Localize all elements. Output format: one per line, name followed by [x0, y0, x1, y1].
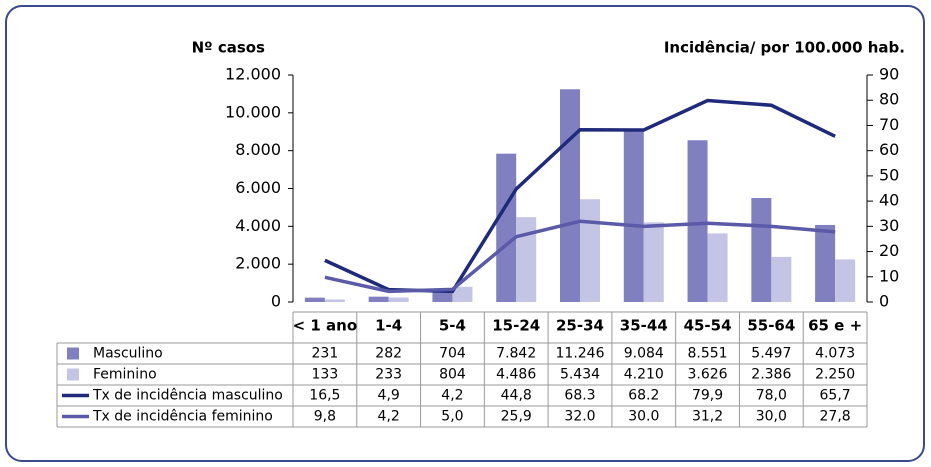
- table-cell: 282: [375, 346, 402, 362]
- x-tick-label: 55-64: [747, 317, 795, 335]
- table-cell: 65,7: [820, 388, 851, 404]
- table-cell: 68.3: [564, 388, 595, 404]
- legend-label: Tx de incidência feminino: [92, 409, 273, 425]
- bar: [368, 296, 389, 302]
- table-cell: 3.626: [688, 367, 728, 383]
- y-tick-label: 0: [271, 292, 281, 311]
- x-tick-label: 65 e +: [808, 317, 862, 335]
- table-cell: 16,5: [309, 388, 340, 404]
- x-tick-label: 35-44: [620, 317, 668, 335]
- y2-tick-label: 20: [879, 241, 899, 260]
- y-tick-label: 2.000: [235, 254, 281, 273]
- table-cell: 2.250: [815, 367, 855, 383]
- table-cell: 4,2: [378, 409, 400, 425]
- x-tick-label: 45-54: [684, 317, 732, 335]
- table-cell: 4,9: [378, 388, 400, 404]
- bar: [771, 256, 792, 302]
- y-tick-label: 6.000: [235, 178, 281, 197]
- table-cell: 30.0: [628, 409, 659, 425]
- table-cell: 804: [439, 367, 466, 383]
- bar: [815, 224, 836, 302]
- bar: [623, 130, 644, 302]
- bar: [388, 297, 409, 302]
- y2-tick-label: 60: [879, 140, 899, 159]
- table-cell: 4.210: [624, 367, 664, 383]
- bar: [560, 89, 580, 302]
- bar: [452, 286, 473, 302]
- y-tick-label: 10.000: [225, 102, 281, 121]
- x-tick-label: 1-4: [375, 317, 402, 335]
- y2-tick-label: 80: [879, 90, 899, 109]
- legend-label: Tx de incidência masculino: [92, 388, 283, 404]
- y2-tick-label: 90: [879, 65, 899, 84]
- table-cell: 231: [312, 346, 339, 362]
- table-cell: 44,8: [501, 388, 532, 404]
- table-cell: 5,0: [441, 409, 463, 425]
- bar: [516, 217, 537, 302]
- bar: [580, 199, 600, 302]
- bar: [835, 259, 856, 302]
- table-cell: 9,8: [314, 409, 336, 425]
- legend-swatch: [67, 368, 79, 381]
- table-cell: 7.842: [496, 346, 536, 362]
- table-cell: 4.073: [815, 346, 855, 362]
- y2-tick-label: 50: [879, 165, 899, 184]
- bar: [496, 153, 517, 302]
- table-cell: 9.084: [624, 346, 664, 362]
- line: [324, 219, 836, 294]
- table-cell: 8.551: [688, 346, 728, 362]
- y-axis-title: Nº casos: [192, 39, 265, 57]
- table-cell: 5.434: [560, 367, 600, 383]
- bar: [687, 140, 708, 302]
- table-cell: 5.497: [751, 346, 791, 362]
- y2-axis-title: Incidência/ por 100.000 hab.: [664, 39, 905, 57]
- y2-tick-label: 30: [879, 216, 899, 235]
- bar: [643, 222, 664, 302]
- table-cell: 11.246: [556, 346, 605, 362]
- table-cell: 27,8: [820, 409, 851, 425]
- table-cell: 79,9: [692, 388, 723, 404]
- y-tick-label: 8.000: [235, 140, 281, 159]
- table-cell: 704: [439, 346, 466, 362]
- y2-tick-label: 40: [879, 191, 899, 210]
- y-tick-label: 4.000: [235, 216, 281, 235]
- y2-tick-label: 0: [879, 292, 889, 311]
- table-cell: 133: [312, 367, 339, 383]
- frame: [5, 5, 925, 462]
- table-cell: 30,0: [756, 409, 787, 425]
- y2-tick-label: 10: [879, 266, 899, 285]
- bar: [707, 233, 728, 302]
- legend-swatch: [67, 347, 79, 360]
- table-cell: 32.0: [564, 409, 595, 425]
- bar: [324, 299, 345, 302]
- x-tick-label: 5-4: [439, 317, 466, 335]
- y2-tick-label: 70: [879, 115, 899, 134]
- table-cell: 68.2: [628, 388, 659, 404]
- y-tick-label: 12.000: [225, 65, 281, 84]
- table-cell: 2.386: [751, 367, 791, 383]
- table-cell: 233: [375, 367, 402, 383]
- table-cell: 25,9: [501, 409, 532, 425]
- table-cell: 4,2: [441, 388, 463, 404]
- table-cell: 4.486: [496, 367, 536, 383]
- legend-label: Masculino: [93, 346, 163, 362]
- x-tick-label: < 1 ano: [293, 317, 358, 335]
- table-cell: 31,2: [692, 409, 723, 425]
- x-tick-label: 15-24: [492, 317, 540, 335]
- table-cell: 78,0: [756, 388, 787, 404]
- bar: [751, 198, 772, 302]
- legend-label: Feminino: [93, 367, 157, 383]
- bar: [304, 297, 325, 302]
- x-tick-label: 25-34: [556, 317, 604, 335]
